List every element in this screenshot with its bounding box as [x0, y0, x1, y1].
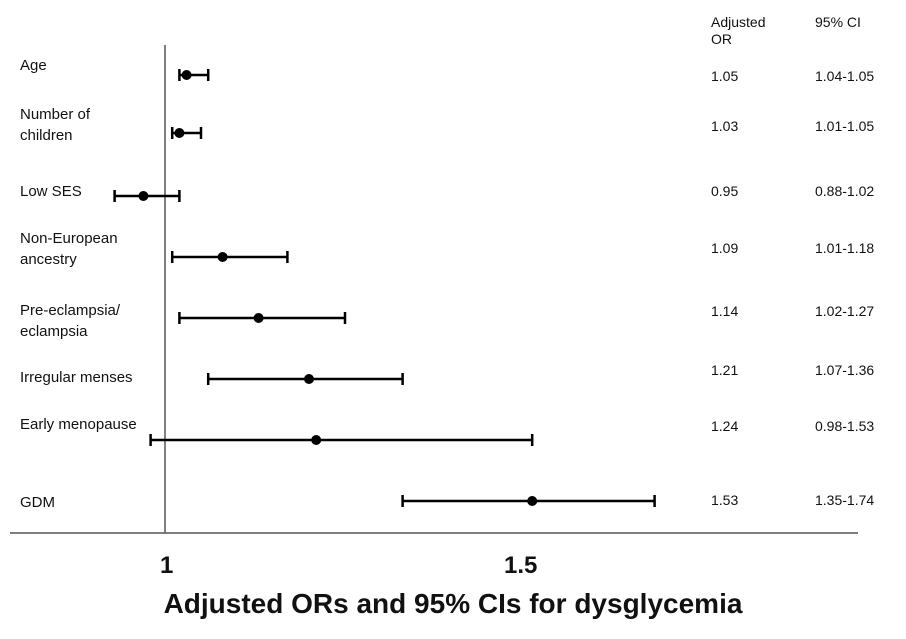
or-value: 1.09 [711, 240, 739, 256]
chart-title: Adjusted ORs and 95% CIs for dysglycemia [163, 588, 743, 619]
ci-column-header: 95% CI [815, 14, 861, 30]
row-label: Irregular menses [20, 369, 133, 386]
ci-value: 1.04-1.05 [815, 68, 875, 84]
ci-value: 0.98-1.53 [815, 418, 875, 434]
row-label: Low SES [20, 183, 82, 200]
ci-value: 1.01-1.18 [815, 240, 875, 256]
ci-value: 1.35-1.74 [815, 492, 875, 508]
row-label: Age [20, 57, 47, 74]
or-column-header: Adjusted OR [711, 14, 766, 47]
point-estimate [217, 252, 228, 262]
row-label: Pre-eclampsia/ eclampsia [20, 302, 121, 340]
ci-value: 1.07-1.36 [815, 362, 875, 378]
ci-value: 1.01-1.05 [815, 118, 875, 134]
row-label: Early menopause [20, 416, 137, 433]
point-estimate [304, 374, 314, 384]
or-value: 1.53 [711, 492, 739, 508]
or-value: 0.95 [711, 183, 739, 199]
point-estimate [253, 313, 264, 323]
row-label: Non-European ancestry [20, 230, 118, 268]
point-estimate [174, 128, 185, 138]
ci-value: 1.02-1.27 [815, 303, 875, 319]
row-label: GDM [20, 494, 55, 511]
x-tick-label-1: 1 [160, 552, 174, 579]
x-tick-label-1-5: 1.5 [504, 552, 538, 579]
row-label: Number of children [20, 106, 91, 144]
point-estimate [138, 191, 149, 201]
point-estimate [527, 496, 538, 506]
or-value: 1.14 [711, 303, 739, 319]
point-estimate [311, 435, 322, 445]
or-value: 1.03 [711, 118, 739, 134]
or-value: 1.21 [711, 362, 739, 378]
or-value: 1.05 [711, 68, 739, 84]
ci-value: 0.88-1.02 [815, 183, 875, 199]
or-value: 1.24 [711, 418, 739, 434]
point-estimate [181, 70, 192, 80]
